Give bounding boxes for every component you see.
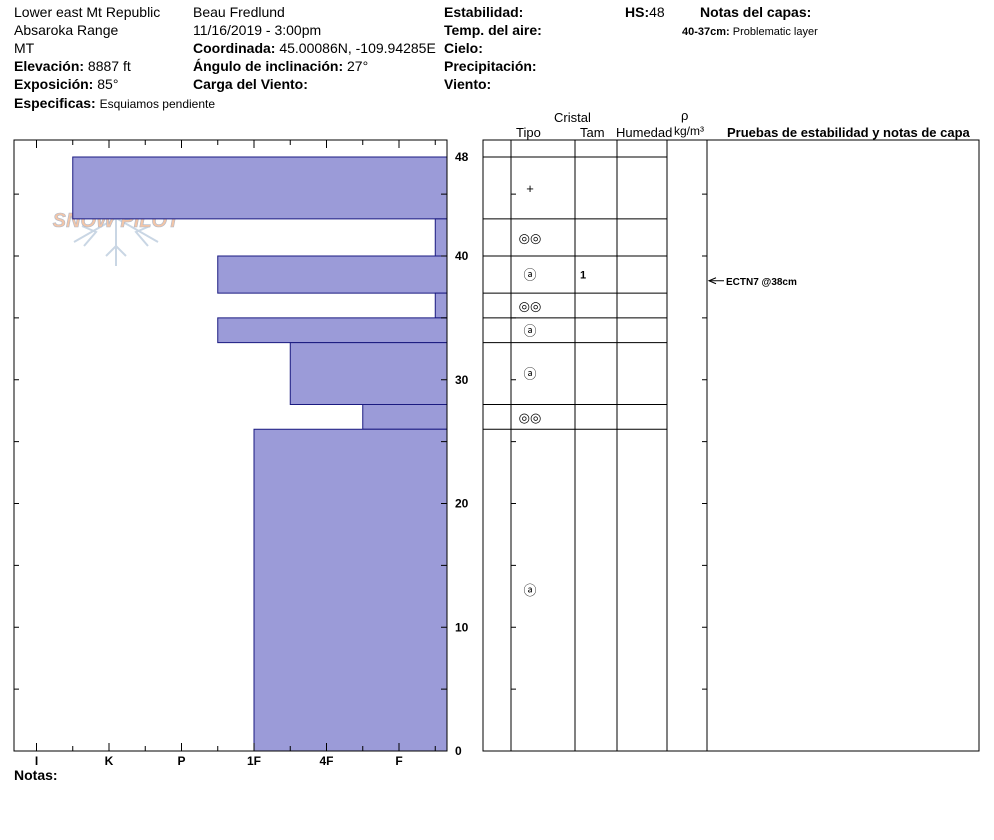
- hardness-bar-7: [253, 428, 448, 752]
- layer-notes-label: Notas del capas:: [700, 4, 812, 20]
- layer-note-text: Problematic layer: [732, 26, 818, 38]
- col-cristal: Cristal: [554, 110, 591, 125]
- depth-label-10: 10: [455, 620, 469, 634]
- coordinates: Coordinada: 45.00086N, -109.94285E: [193, 40, 436, 56]
- crystal-symbol-4: ⓐ: [523, 323, 536, 338]
- col-tipo: Tipo: [516, 125, 541, 140]
- notes-label: Notas:: [14, 767, 58, 783]
- aspect: Exposición: 85°: [14, 76, 118, 92]
- hardness-label-F: F: [395, 754, 402, 768]
- crystal-symbol-7: ⓐ: [523, 583, 536, 598]
- col-density-unit: kg/m³: [674, 124, 704, 138]
- crystal-symbol-3: ◎◎: [519, 299, 542, 314]
- specifics-value: Esquiamos pendiente: [99, 97, 216, 111]
- hs-label: HS:: [625, 4, 650, 20]
- crystal-table: + ◎◎ ⓐ 1 ◎◎ ⓐ ⓐ ◎◎ ⓐ: [482, 139, 980, 752]
- hardness-axis: I K P 1F 4F F: [35, 140, 436, 768]
- wind-load-label: Carga del Viento:: [193, 76, 308, 92]
- col-humedad: Humedad: [616, 125, 673, 140]
- range-name: Absaroka Range: [14, 22, 119, 38]
- hardness-bar-6: [362, 404, 448, 430]
- observation-datetime: 11/16/2019 - 3:00pm: [193, 22, 322, 38]
- specifics: Especificas: Esquiamos pendiente: [14, 95, 215, 112]
- col-rho: ρ: [681, 108, 689, 123]
- elevation-value: 8887 ft: [87, 58, 131, 74]
- specifics-label: Especificas:: [14, 95, 96, 111]
- crystal-symbol-1: ◎◎: [519, 230, 542, 245]
- depth-axis: 0 10 20 30 40 48: [14, 150, 469, 758]
- hardness-bar-0: [72, 156, 448, 220]
- col-tam: Tam: [580, 125, 605, 140]
- location-name: Lower east Mt Republic: [14, 4, 161, 20]
- precipitation-label: Precipitación:: [444, 58, 537, 74]
- slope-value: 27°: [347, 58, 369, 74]
- hardness-bar-1: [434, 218, 448, 257]
- slope-angle: Ángulo de inclinación: 27°: [193, 58, 368, 74]
- state-name: MT: [14, 40, 35, 56]
- observer-name: Beau Fredlund: [193, 4, 285, 20]
- hardness-bars: [72, 156, 448, 752]
- crystal-symbol-0: +: [526, 181, 534, 196]
- wind-label: Viento:: [444, 76, 492, 92]
- hardness-label-1F: 1F: [247, 754, 261, 768]
- depth-label-30: 30: [455, 373, 469, 387]
- layer-note: 40-37cm: Problematic layer: [682, 24, 818, 40]
- crystal-symbol-5: ⓐ: [523, 367, 536, 382]
- stability-label: Estabilidad:: [444, 4, 524, 20]
- hardness-bar-5: [289, 342, 448, 405]
- coordinates-label: Coordinada:: [193, 40, 276, 56]
- hardness-bar-3: [434, 292, 448, 319]
- slope-label: Ángulo de inclinación:: [193, 58, 344, 74]
- hs-value: 48: [649, 4, 665, 20]
- hardness-label-K: K: [105, 754, 114, 768]
- crystal-symbol-6: ◎◎: [519, 410, 542, 425]
- crystal-size-2: 1: [580, 270, 586, 282]
- hardness-label-4F: 4F: [319, 754, 333, 768]
- elevation: Elevación: 8887 ft: [14, 58, 131, 74]
- aspect-label: Exposición:: [14, 76, 94, 92]
- crystal-symbol-2: ⓐ: [523, 268, 536, 283]
- layer-note-range: 40-37cm:: [682, 26, 730, 38]
- table-border: [482, 139, 980, 752]
- col-pruebas: Pruebas de estabilidad y notas de capa: [727, 125, 970, 140]
- hardness-label-P: P: [177, 754, 185, 768]
- test-label-0: ECTN7 @38cm: [726, 277, 797, 288]
- hardness-label-I: I: [35, 754, 38, 768]
- snow-height: HS:48: [625, 4, 665, 20]
- hardness-bar-2: [217, 255, 448, 294]
- test-arrow-head-0: [707, 277, 717, 285]
- stability-tests: ECTN7 @38cm: [707, 277, 797, 288]
- elevation-label: Elevación:: [14, 58, 85, 74]
- coordinates-value: 45.00086N, -109.94285E: [279, 40, 436, 56]
- profile-border: [13, 139, 448, 752]
- depth-label-20: 20: [455, 497, 469, 511]
- depth-label-40: 40: [455, 249, 469, 263]
- sky-label: Cielo:: [444, 40, 483, 56]
- depth-label-0: 0: [455, 744, 462, 758]
- profile-frame: [13, 139, 448, 752]
- hardness-bar-4: [217, 317, 448, 344]
- air-temp-label: Temp. del aire:: [444, 22, 542, 38]
- depth-label-48: 48: [455, 150, 469, 164]
- aspect-value: 85°: [97, 76, 119, 92]
